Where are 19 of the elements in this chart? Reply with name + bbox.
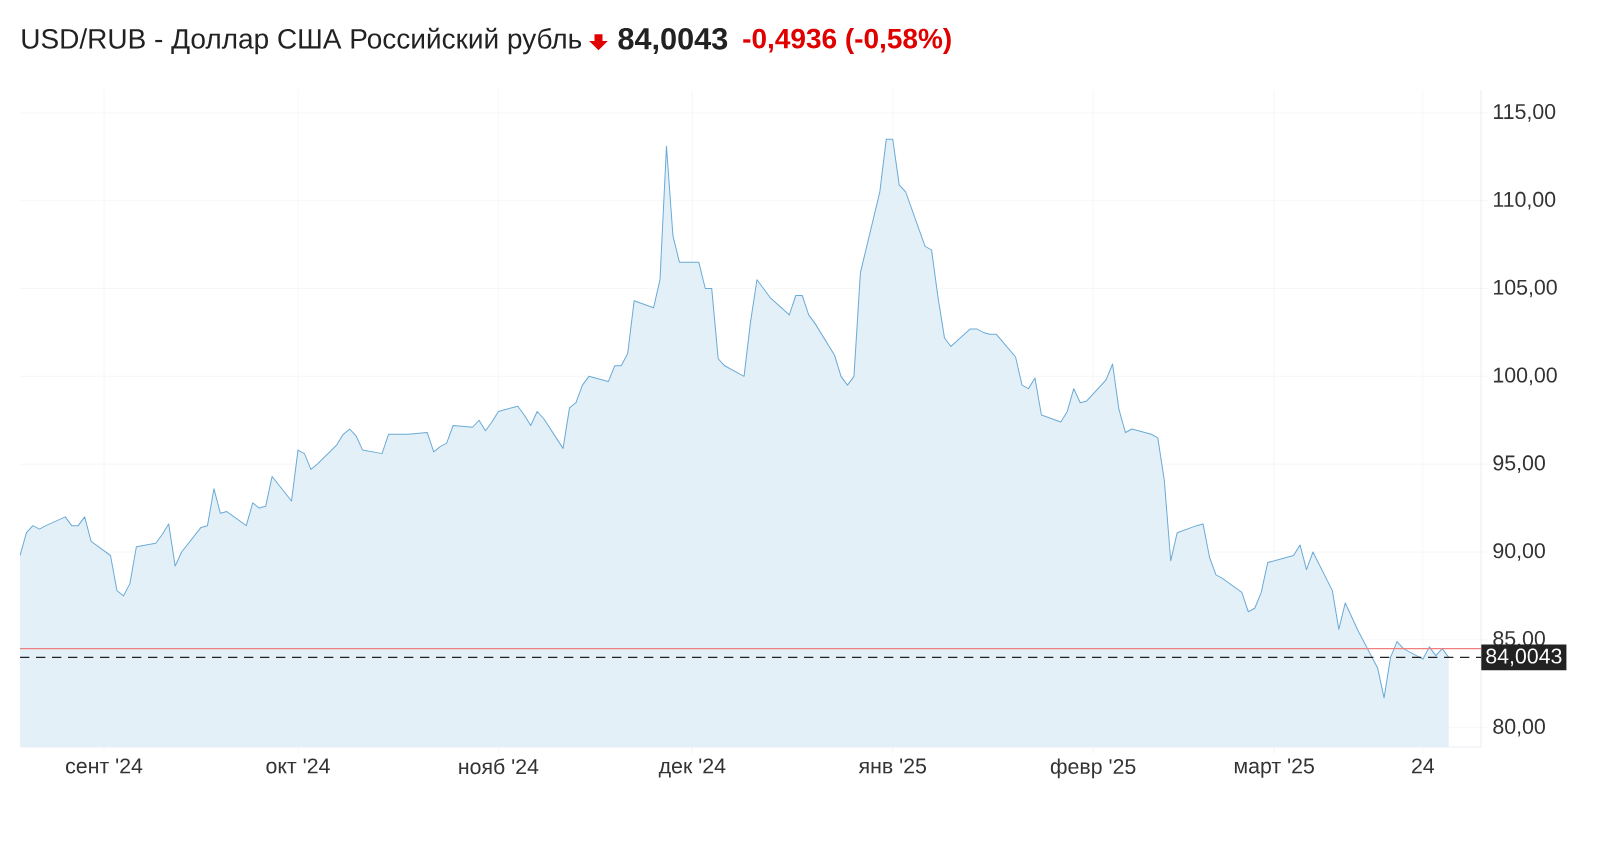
y-tick-label: 95,00 bbox=[1493, 455, 1545, 473]
x-tick-label: 24 bbox=[1412, 758, 1435, 774]
x-tick-label: дек '24 bbox=[658, 758, 726, 778]
y-tick-label: 90,00 bbox=[1493, 543, 1545, 561]
x-tick-label: окт '24 bbox=[266, 758, 330, 774]
y-tick-label: 110,00 bbox=[1494, 191, 1556, 210]
chart-title: USD/RUB - Доллар США Российский рубль bbox=[22, 27, 582, 55]
x-tick-label: янв '25 bbox=[858, 758, 927, 774]
x-tick-label: сент '24 bbox=[66, 758, 143, 774]
y-tick-label: 100,00 bbox=[1494, 367, 1557, 386]
y-tick-label: 105,00 bbox=[1494, 279, 1557, 298]
x-tick-label: нояб '24 bbox=[459, 758, 539, 775]
ref-line-label: 84,0043 bbox=[1486, 648, 1562, 667]
x-tick-label: март '25 bbox=[1234, 758, 1314, 778]
x-tick-label: февр '25 bbox=[1050, 758, 1136, 779]
text: -0,4936 (-0,58%) bbox=[743, 27, 951, 55]
y-tick-label: 115,00 bbox=[1494, 104, 1556, 122]
text: 84,0043 bbox=[618, 27, 728, 55]
y-tick-label: 80,00 bbox=[1493, 718, 1545, 737]
